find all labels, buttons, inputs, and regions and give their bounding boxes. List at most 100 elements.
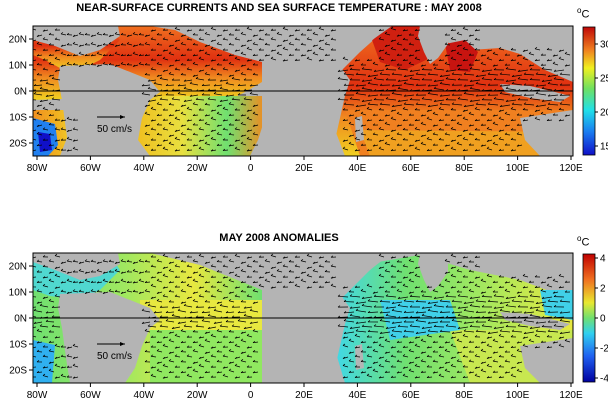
sst-vector: [355, 93, 367, 96]
sst-vector-head: [174, 67, 178, 70]
sst-vector: [499, 84, 511, 87]
sst-vector: [349, 98, 361, 101]
sst-vector-head: [54, 118, 58, 121]
sst-vector: [192, 144, 199, 147]
anomaly-vector-head: [523, 318, 527, 321]
anomaly-vector-head: [231, 305, 235, 308]
sst-vector-head: [481, 69, 485, 72]
anomaly-vector-head: [195, 324, 199, 327]
sst-vector-head: [174, 26, 178, 29]
sst-vector-head: [504, 53, 508, 56]
anomaly-vector: [444, 350, 451, 353]
anomaly-vector: [541, 296, 553, 299]
anomaly-vector-head: [312, 261, 316, 264]
anomaly-vector-head: [222, 345, 226, 348]
sst-vector-head: [492, 51, 496, 54]
sst-vector: [198, 148, 205, 151]
anomaly-vector-head: [156, 349, 160, 352]
sst-vector-head: [72, 34, 76, 37]
sst-vector-head: [456, 134, 460, 137]
sst-vector-head: [162, 56, 166, 59]
anomaly-vector-head: [228, 329, 232, 332]
anomaly-vector-head: [456, 338, 460, 341]
sst-vector: [237, 84, 247, 86]
anomaly-vector-head: [42, 335, 46, 338]
anomaly-vector: [33, 316, 37, 318]
anomaly-vector-head: [378, 363, 382, 366]
sst-vector-head: [396, 132, 400, 135]
anomaly-vector-head: [354, 354, 358, 357]
anomaly-vector-head: [66, 375, 70, 378]
sst-vector: [42, 128, 49, 131]
anomaly-vector: [391, 301, 403, 304]
sst-vector: [168, 53, 175, 56]
sst-vector-head: [228, 132, 232, 135]
anomaly-vector: [210, 265, 217, 268]
anomaly-vector-head: [54, 253, 58, 256]
anomaly-vector: [36, 330, 43, 333]
sst-vector-head: [451, 83, 455, 86]
sst-vector-head: [384, 121, 388, 124]
anomaly-vector-head: [120, 259, 124, 262]
sst-vector: [186, 119, 193, 122]
sst-vector-head: [480, 123, 484, 126]
sst-vector: [240, 123, 247, 126]
anomaly-vector-head: [366, 354, 370, 357]
sst-vector: [249, 93, 259, 96]
anomaly-vector: [246, 265, 253, 268]
sst-vector-head: [343, 93, 347, 96]
anomaly-vector-head: [72, 289, 76, 292]
sst-vector-head: [402, 48, 406, 51]
sst-vector: [39, 88, 49, 91]
sst-vector-head: [114, 44, 118, 47]
sst-vector: [337, 78, 349, 81]
anomaly-colorbar-tick-label: -2: [600, 344, 608, 355]
anomaly-vector-head: [438, 373, 442, 376]
sst-vector-head: [54, 37, 58, 40]
anomaly-vector-head: [249, 308, 253, 311]
sst-vector-head: [204, 51, 208, 54]
sst-vector: [186, 68, 193, 71]
sst-vector: [499, 73, 511, 76]
sst-vector-head: [207, 97, 211, 100]
sst-land-australia: [520, 110, 573, 156]
anomaly-vector-head: [294, 283, 298, 286]
anom-land-arabia: [340, 253, 392, 290]
anomaly-vector-head: [529, 313, 533, 316]
sst-vector-head: [547, 102, 551, 105]
sst-vector: [426, 118, 433, 121]
anomaly-vector: [60, 375, 67, 378]
anomaly-vector: [207, 326, 217, 329]
sst-vector-head: [225, 94, 229, 97]
sst-vector: [216, 113, 223, 116]
sst-vector-head: [162, 49, 166, 52]
sst-vector-head: [150, 148, 154, 151]
anomaly-vector-head: [390, 275, 394, 278]
sst-vector: [457, 98, 469, 101]
sst-vector: [234, 128, 241, 131]
sst-vector: [36, 113, 43, 116]
anomaly-vector: [462, 256, 469, 259]
sst-vector: [511, 83, 523, 86]
sst-vector: [516, 133, 523, 136]
sst-vector-head: [42, 148, 46, 151]
sst-vector-head: [414, 56, 418, 59]
anomaly-vector: [505, 305, 517, 308]
sst-vector: [463, 84, 475, 87]
sst-vector-head: [162, 139, 166, 142]
anomaly-vector-head: [180, 359, 184, 363]
anomaly-vector-head: [349, 294, 353, 297]
sst-vector-head: [487, 102, 491, 105]
anomaly-vector-head: [258, 255, 262, 258]
anomaly-vector-head: [360, 371, 364, 374]
sst-vector: [51, 78, 61, 81]
anomaly-vector-head: [168, 338, 172, 341]
anomaly-vector-head: [72, 356, 76, 359]
anomaly-vector-head: [426, 285, 430, 288]
sst-vector: [264, 54, 271, 57]
anomaly-vector-head: [480, 348, 484, 351]
sst-vector: [180, 43, 187, 46]
sst-vector-head: [564, 51, 568, 54]
sst-vector: [480, 63, 487, 66]
